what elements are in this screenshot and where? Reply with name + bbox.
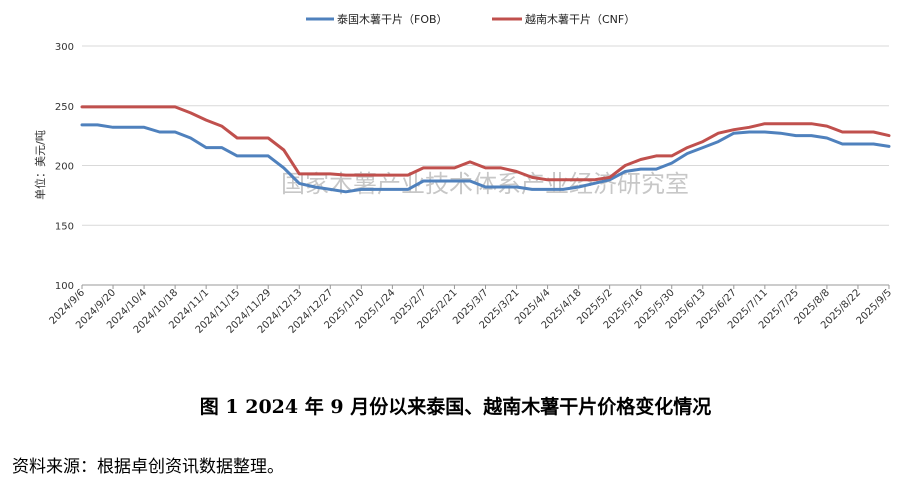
y-tick-label: 250 <box>55 102 74 113</box>
source-note: 资料来源：根据卓创资讯数据整理。 <box>12 457 284 477</box>
x-axis-ticks: 2024/9/62024/9/202024/10/42024/10/182024… <box>48 285 894 336</box>
gridlines <box>82 45 889 226</box>
y-tick-label: 300 <box>55 42 74 53</box>
legend: 泰国木薯干片（FOB） 越南木薯干片（CNF） <box>306 12 635 26</box>
series-line-vietnam <box>80 105 891 182</box>
y-tick-label: 150 <box>55 221 74 232</box>
y-axis-ticks: 100 150 200 250 300 <box>55 42 74 292</box>
series-lines <box>80 105 891 194</box>
line-chart: 泰国木薯干片（FOB） 越南木薯干片（CNF） 单位：美元/吨 100 150 20… <box>33 12 894 336</box>
y-axis-label: 单位：美元/吨 <box>33 130 47 200</box>
figure-caption: 图 1 2024 年 9 月份以来泰国、越南木薯干片价格变化情况 <box>199 396 712 418</box>
y-tick-label: 100 <box>55 281 74 292</box>
legend-label-thailand: 泰国木薯干片（FOB） <box>337 12 448 26</box>
series-line-thailand <box>80 123 891 194</box>
y-tick-label: 200 <box>55 162 74 173</box>
legend-label-vietnam: 越南木薯干片（CNF） <box>525 12 635 26</box>
